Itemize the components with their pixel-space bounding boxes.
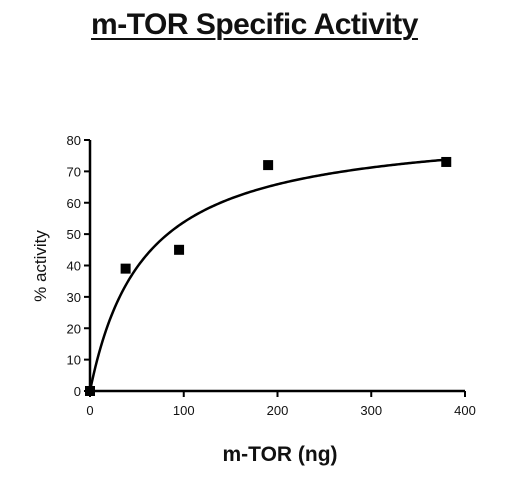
y-tick-label: 60 xyxy=(67,196,81,211)
fit-curve xyxy=(88,158,447,392)
data-point xyxy=(441,156,452,167)
y-tick-label: 0 xyxy=(74,384,81,399)
x-tick-label: 400 xyxy=(454,403,476,418)
data-point xyxy=(120,263,131,274)
x-axis-label: m-TOR (ng) xyxy=(222,443,337,466)
x-tick-label: 0 xyxy=(86,403,93,418)
chart-title-text: m-TOR Specific Activity xyxy=(91,8,418,41)
axes: 0 100 200 300 400 0 10 20 30 40 50 60 70 80 xyxy=(67,133,476,418)
y-axis-label: % activity xyxy=(31,230,50,302)
y-tick-label: 80 xyxy=(67,133,81,148)
data-points-layer xyxy=(85,156,452,396)
x-tick-label: 200 xyxy=(267,403,289,418)
data-point xyxy=(263,160,274,171)
x-tick-label: 300 xyxy=(360,403,382,418)
y-tick-label: 50 xyxy=(67,227,81,242)
x-tick-label: 100 xyxy=(173,403,195,418)
y-tick-label: 10 xyxy=(67,353,81,368)
data-point xyxy=(174,244,185,255)
y-tick-label: 40 xyxy=(67,259,81,274)
y-tick-label: 30 xyxy=(67,290,81,305)
y-tick-label: 20 xyxy=(67,321,81,336)
data-point xyxy=(85,386,95,396)
chart-title: m-TOR Specific Activity xyxy=(0,8,509,42)
y-tick-label: 70 xyxy=(67,164,81,179)
fit-curve-layer xyxy=(88,158,447,392)
